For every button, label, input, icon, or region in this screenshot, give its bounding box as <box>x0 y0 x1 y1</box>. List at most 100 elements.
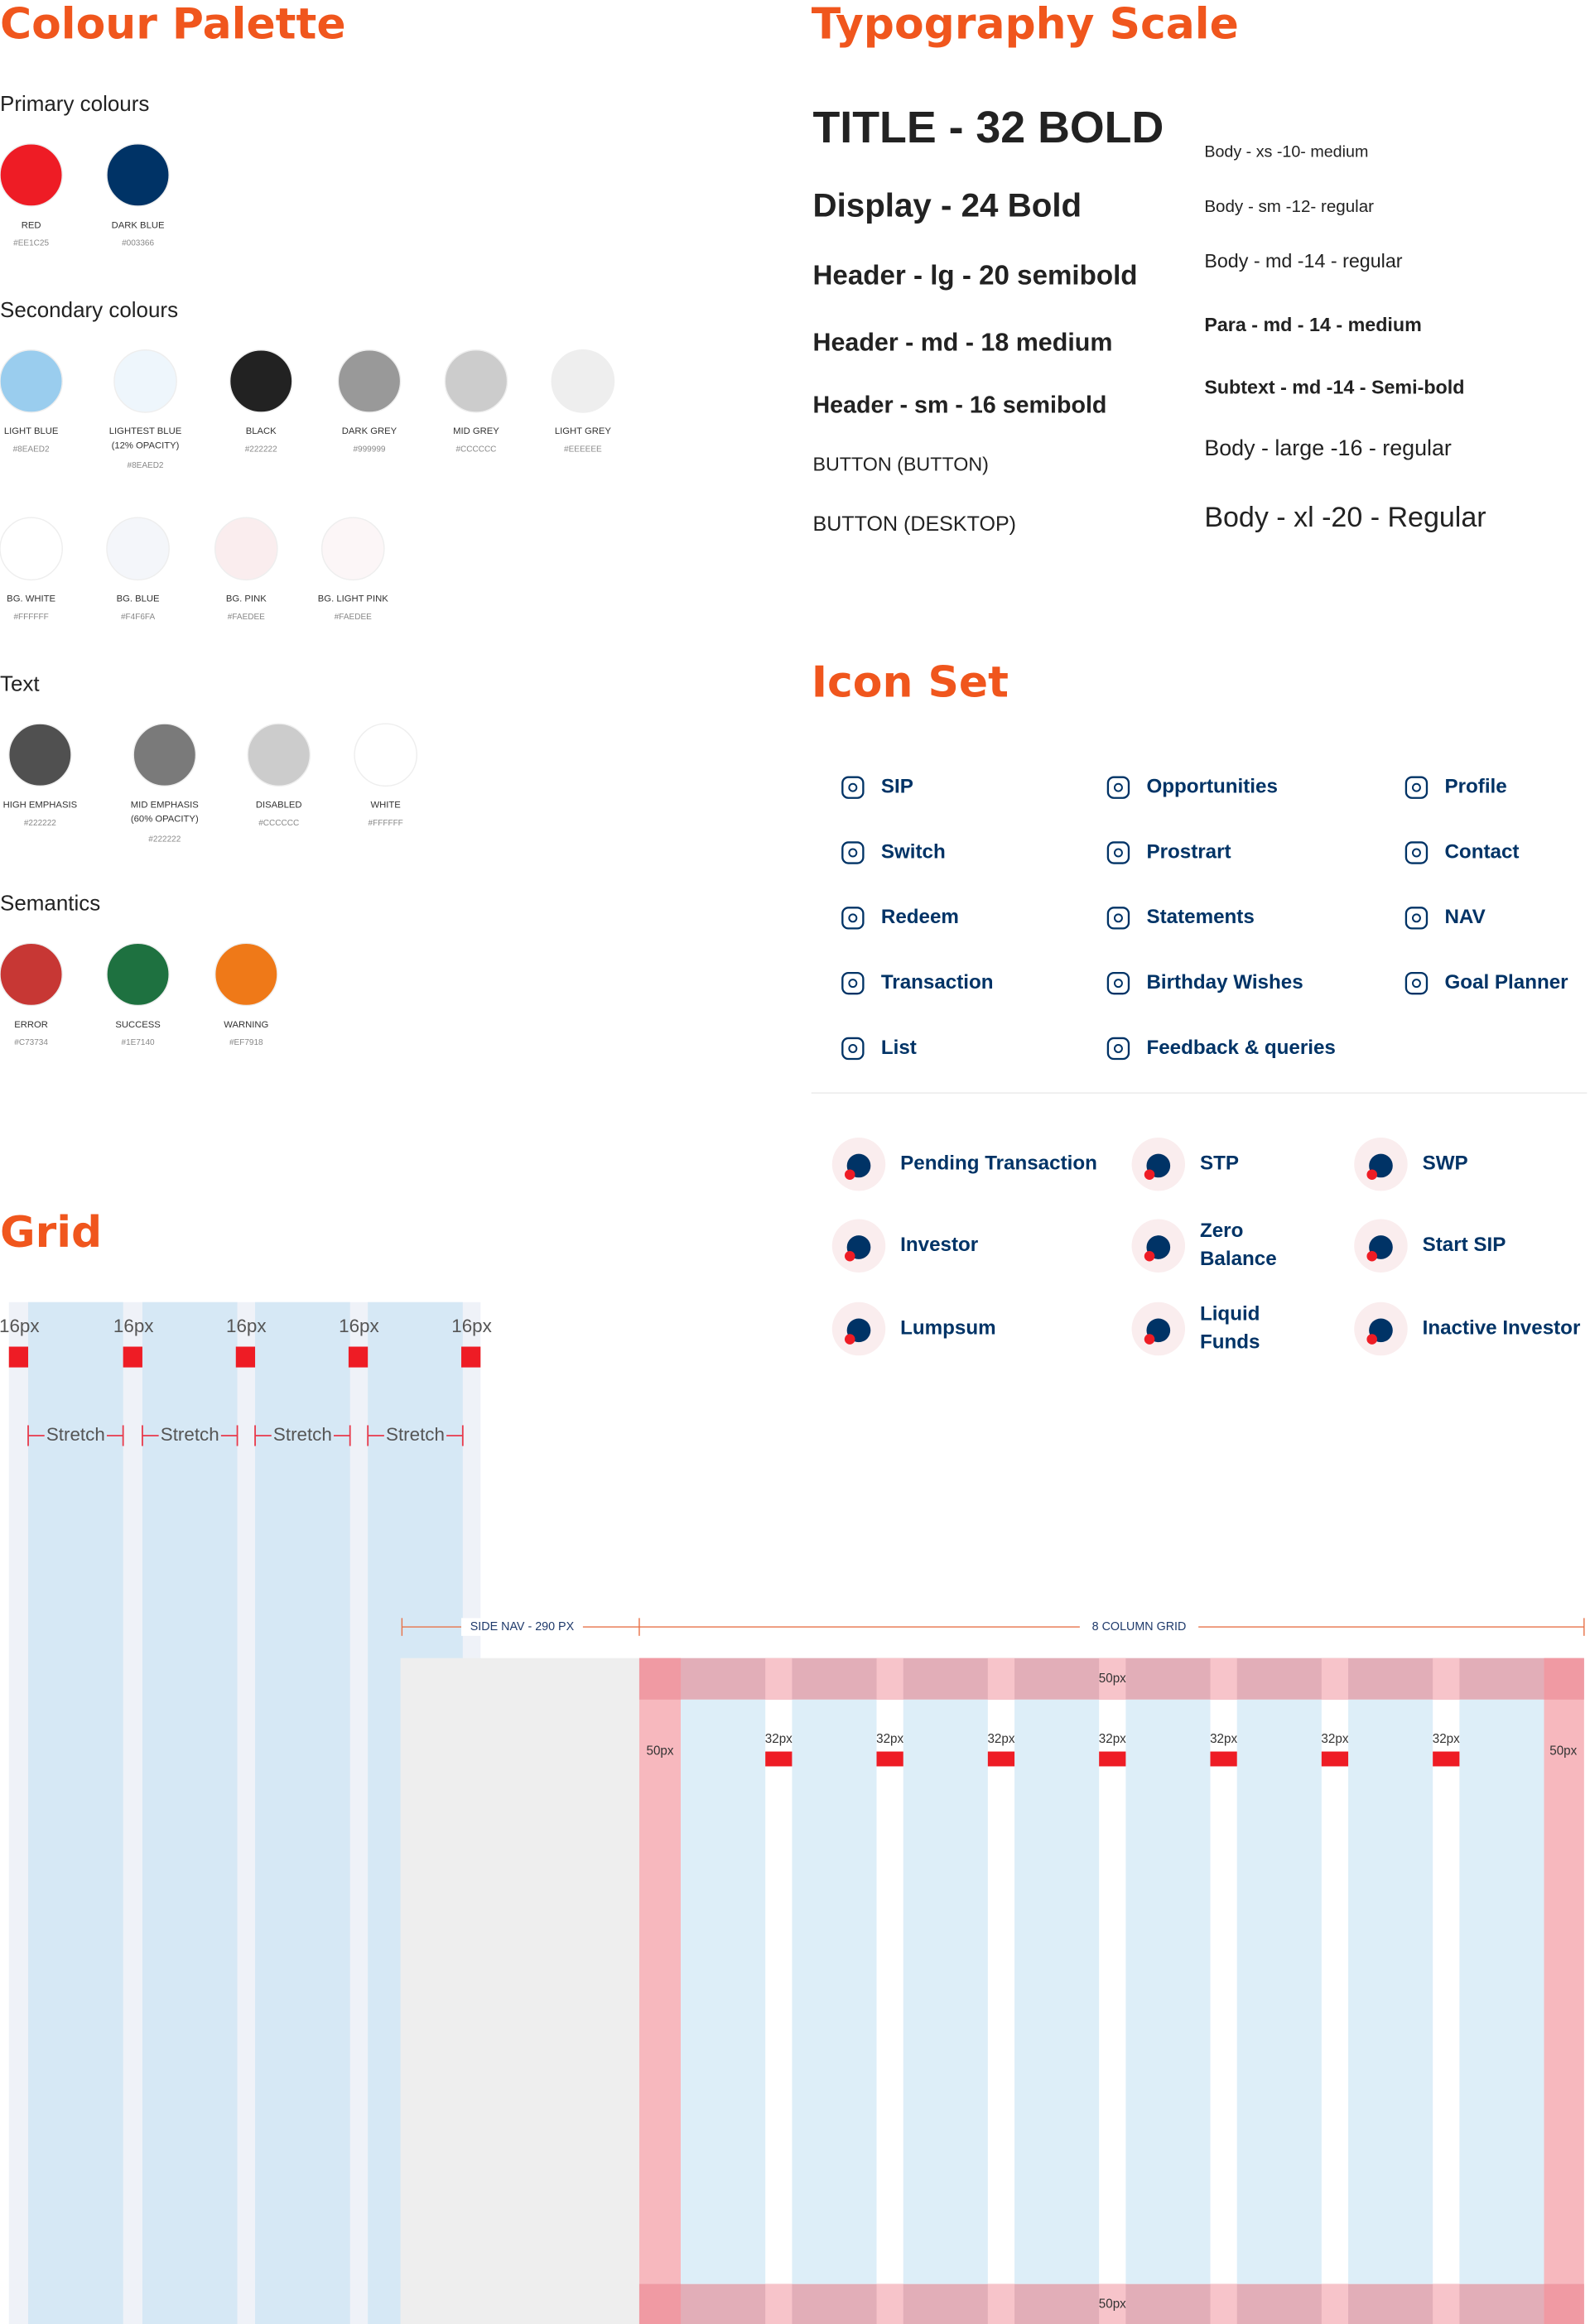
gutter-marker <box>348 1346 369 1368</box>
icon-detail <box>1113 979 1123 989</box>
icon <box>1106 776 1130 799</box>
swatch <box>8 723 72 787</box>
icon-label: Contact <box>1444 840 1519 863</box>
desktop-column <box>792 1699 877 2284</box>
palette-title: Colour Palette <box>0 0 346 49</box>
gutter-marker <box>1321 1751 1349 1767</box>
icon-label: Redeem <box>881 906 959 928</box>
gutter-marker <box>1433 1751 1460 1767</box>
type-sample: Subtext - md -14 - Semi-bold <box>1204 376 1464 397</box>
swatch-hex: #C73734 <box>14 1038 48 1047</box>
swatch-hex: #EEEEEE <box>564 445 602 454</box>
type-sample: TITLE - 32 BOLD <box>812 103 1164 152</box>
swatch-hex: #222222 <box>24 819 56 828</box>
icon-label: Opportunities <box>1146 776 1277 798</box>
swatch <box>113 349 177 413</box>
swatch <box>0 349 63 413</box>
icon-label: Switch <box>881 840 946 863</box>
gutter-marker <box>765 1751 793 1767</box>
icon-label: Zero <box>1200 1220 1243 1242</box>
swatch-hex: #EE1C25 <box>13 238 49 248</box>
desktop-column <box>903 1699 988 2284</box>
icon-detail <box>1411 782 1421 792</box>
desktop-column <box>1236 1699 1322 2284</box>
gutter-band <box>1099 1658 1126 1700</box>
swatch-hex: #EF7918 <box>229 1038 263 1047</box>
icon-detail <box>1113 913 1123 923</box>
gutter-band <box>1210 2283 1237 2324</box>
swatch-hex: #003366 <box>122 238 154 248</box>
icon <box>1106 1037 1130 1061</box>
icon-label: List <box>881 1037 917 1059</box>
swatch <box>106 143 170 207</box>
swatch-name: MID GREY <box>453 426 499 436</box>
stretch-label: Stretch <box>46 1424 105 1445</box>
illustration-accent <box>1366 1169 1377 1180</box>
gutter-band <box>987 2283 1015 2324</box>
gutter-label: 16px <box>339 1316 379 1336</box>
swatch <box>551 349 615 413</box>
swatch-name: (12% OPACITY) <box>112 440 180 450</box>
gutter-band <box>1321 1658 1349 1700</box>
swatch-name: HIGH EMPHASIS <box>3 801 78 811</box>
gutter-band <box>1433 1658 1460 1700</box>
gutter-band <box>765 2283 793 2324</box>
type-sample: Para - md - 14 - medium <box>1204 314 1421 335</box>
swatch <box>247 723 311 787</box>
icon-label: Balance <box>1200 1248 1277 1270</box>
icon-label: NAV <box>1444 906 1485 928</box>
illustration-accent <box>845 1169 855 1180</box>
side-nav-label: SIDE NAV - 290 PX <box>470 1620 575 1634</box>
swatch-name: (60% OPACITY) <box>131 815 199 825</box>
gutter-band <box>987 1658 1015 1700</box>
mobile-column <box>255 1302 350 2324</box>
swatch-name: BG. WHITE <box>7 594 55 604</box>
gutter-label: 16px <box>226 1316 267 1336</box>
swatch-name: MID EMPHASIS <box>131 801 199 811</box>
type-sample: Display - 24 Bold <box>812 186 1082 224</box>
icon <box>841 1037 865 1061</box>
illustration-accent <box>1144 1169 1155 1180</box>
margin-label: 50px <box>1099 2298 1126 2312</box>
swatch-name: LIGHT GREY <box>555 426 612 436</box>
type-sample: BUTTON (BUTTON) <box>812 454 988 475</box>
gutter-label: 32px <box>1210 1732 1237 1746</box>
swatch-name: LIGHT BLUE <box>4 426 59 436</box>
swatch <box>214 517 278 581</box>
swatch-name: BLACK <box>246 426 277 436</box>
illustration-accent <box>845 1334 855 1345</box>
icon <box>841 971 865 995</box>
icon <box>841 776 865 799</box>
margin-label: 50px <box>647 1744 674 1759</box>
gutter-marker <box>1210 1751 1237 1767</box>
gutter-band <box>876 2283 903 2324</box>
icon-label: Feedback & queries <box>1146 1037 1335 1059</box>
swatch-name: DARK BLUE <box>112 220 165 230</box>
type-sample: BUTTON (DESKTOP) <box>812 512 1016 536</box>
swatch <box>337 349 402 413</box>
icon-label: Goal Planner <box>1444 971 1568 994</box>
type-sample: Body - sm -12- regular <box>1204 197 1374 216</box>
swatch-hex: #CCCCCC <box>258 819 299 828</box>
icon-detail <box>1113 782 1123 792</box>
margin-right <box>1544 1699 1584 2284</box>
swatch <box>229 349 293 413</box>
swatch-hex: #999999 <box>353 445 385 454</box>
icon <box>841 841 865 864</box>
icon-label: Funds <box>1200 1330 1260 1353</box>
illustration-accent <box>845 1250 855 1262</box>
group-title: Text <box>0 671 40 695</box>
swatch-hex: #F4F6FA <box>121 613 156 622</box>
gutter-marker <box>987 1751 1015 1767</box>
side-nav <box>400 1658 639 2324</box>
desktop-column <box>681 1699 766 2284</box>
swatch-name: DISABLED <box>256 801 302 811</box>
icon-detail <box>848 1044 858 1053</box>
icon <box>1106 971 1130 995</box>
icon <box>1106 907 1130 930</box>
group-title: Secondary colours <box>0 297 178 322</box>
icon-label: Transaction <box>881 971 994 994</box>
type-sample: Body - xs -10- medium <box>1204 143 1368 161</box>
gutter-label: 32px <box>765 1732 793 1746</box>
